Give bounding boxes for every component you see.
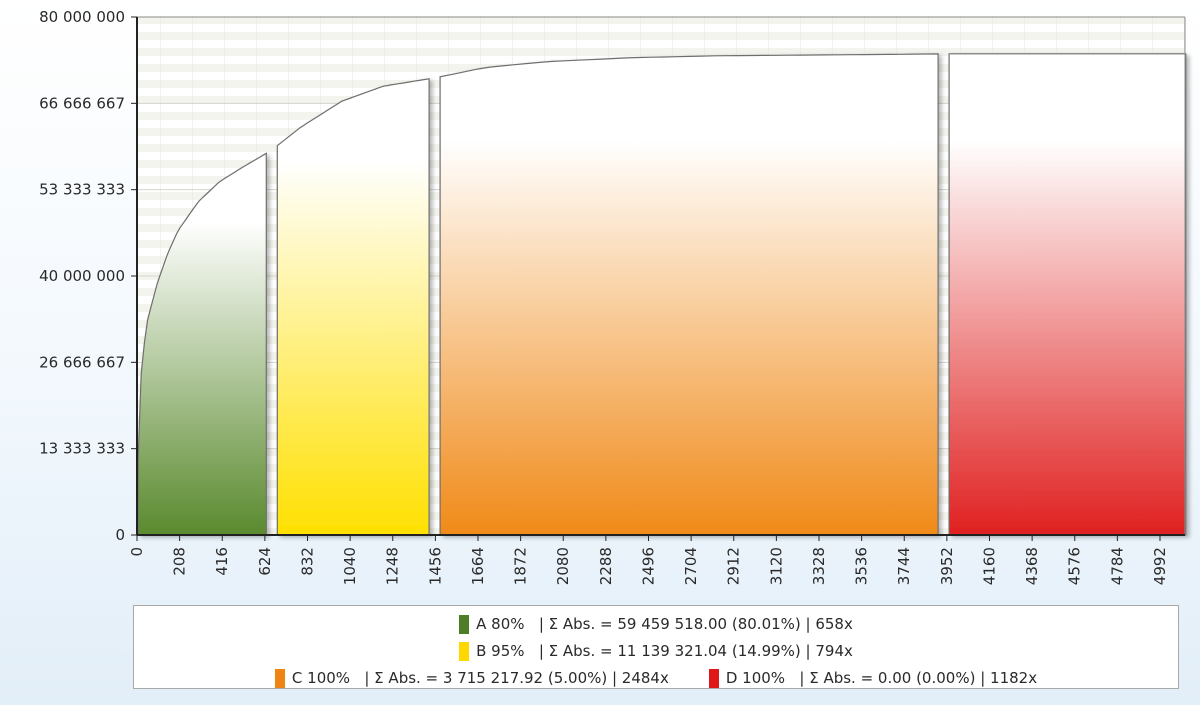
legend-stats-d: | Σ Abs. = 0.00 (0.00%) | 1182x	[799, 669, 1038, 687]
x-tick-label: 1248	[384, 547, 402, 585]
x-tick-label: 832	[298, 547, 316, 576]
x-tick-label: 3328	[810, 547, 828, 585]
x-tick-label: 2912	[725, 547, 743, 585]
legend-label-a: A 80%	[476, 615, 525, 633]
y-tick-label: 26 666 667	[39, 353, 125, 371]
x-tick-label: 1456	[426, 547, 444, 585]
abc-segments	[137, 53, 1187, 536]
legend-entry-c: C 100% | Σ Abs. = 3 715 217.92 (5.00%) |…	[274, 668, 669, 688]
x-tick-label: 1664	[469, 547, 487, 585]
y-tick-label: 53 333 333	[39, 181, 125, 199]
y-axis-ticks: 80 000 000 66 666 667 53 333 333 40 000 000…	[39, 8, 137, 544]
x-axis-ticks: 0 208 416 624 832 1040 1248 1456 1664 1872 2080 228…	[128, 535, 1169, 585]
x-tick-label: 624	[256, 547, 274, 576]
legend-swatch-d	[708, 668, 719, 688]
x-tick-label: 4992	[1151, 547, 1169, 585]
x-tick-label: 2288	[597, 547, 615, 585]
x-tick-label: 208	[171, 547, 189, 576]
legend-label-d: D 100%	[725, 669, 786, 687]
x-tick-label: 416	[213, 547, 231, 576]
x-tick-label: 2080	[554, 547, 572, 585]
x-tick-label: 3120	[767, 547, 785, 585]
y-tick-label: 13 333 333	[39, 440, 125, 458]
legend: A 80% | Σ Abs. = 59 459 518.00 (80.01%) …	[133, 605, 1179, 689]
legend-label-b: B 95%	[476, 642, 525, 660]
legend-stats-c: | Σ Abs. = 3 715 217.92 (5.00%) | 2484x	[364, 669, 669, 687]
x-tick-label: 1040	[341, 547, 359, 585]
y-tick-label: 40 000 000	[39, 267, 125, 285]
y-tick-label: 66 666 667	[39, 94, 125, 112]
x-tick-label: 4576	[1066, 547, 1084, 585]
legend-swatch-c	[274, 668, 285, 688]
legend-swatch-b	[459, 641, 470, 661]
x-tick-label: 0	[128, 547, 146, 557]
legend-stats-b: | Σ Abs. = 11 139 321.04 (14.99%) | 794x	[538, 642, 853, 660]
abc-pareto-chart: 80 000 000 66 666 667 53 333 333 40 000 000…	[39, 8, 1187, 585]
x-tick-label: 4160	[980, 547, 998, 585]
segment-c	[439, 53, 939, 536]
legend-row: C 100% | Σ Abs. = 3 715 217.92 (5.00%) |…	[134, 666, 1178, 690]
x-tick-label: 1872	[512, 547, 530, 585]
segment-b	[276, 78, 430, 536]
legend-entry-d: D 100% | Σ Abs. = 0.00 (0.00%) | 1182x	[708, 668, 1038, 688]
legend-row: B 95% | Σ Abs. = 11 139 321.04 (14.99%) …	[134, 639, 1178, 663]
x-tick-label: 4784	[1108, 547, 1126, 585]
segment-a	[137, 152, 267, 536]
segment-d	[948, 53, 1187, 536]
y-tick-label: 0	[115, 526, 125, 544]
legend-swatch-a	[459, 614, 470, 634]
legend-row: A 80% | Σ Abs. = 59 459 518.00 (80.01%) …	[134, 612, 1178, 636]
x-tick-label: 2496	[639, 547, 657, 585]
x-tick-label: 2704	[682, 547, 700, 585]
legend-label-c: C 100%	[291, 669, 351, 687]
x-tick-label: 3744	[895, 547, 913, 585]
x-tick-label: 4368	[1023, 547, 1041, 585]
x-tick-label: 3952	[938, 547, 956, 585]
legend-stats-a: | Σ Abs. = 59 459 518.00 (80.01%) | 658x	[538, 615, 853, 633]
legend-entry-b: B 95% | Σ Abs. = 11 139 321.04 (14.99%) …	[459, 641, 853, 661]
y-tick-label: 80 000 000	[39, 8, 125, 26]
x-tick-label: 3536	[853, 547, 871, 585]
legend-entry-a: A 80% | Σ Abs. = 59 459 518.00 (80.01%) …	[459, 614, 853, 634]
